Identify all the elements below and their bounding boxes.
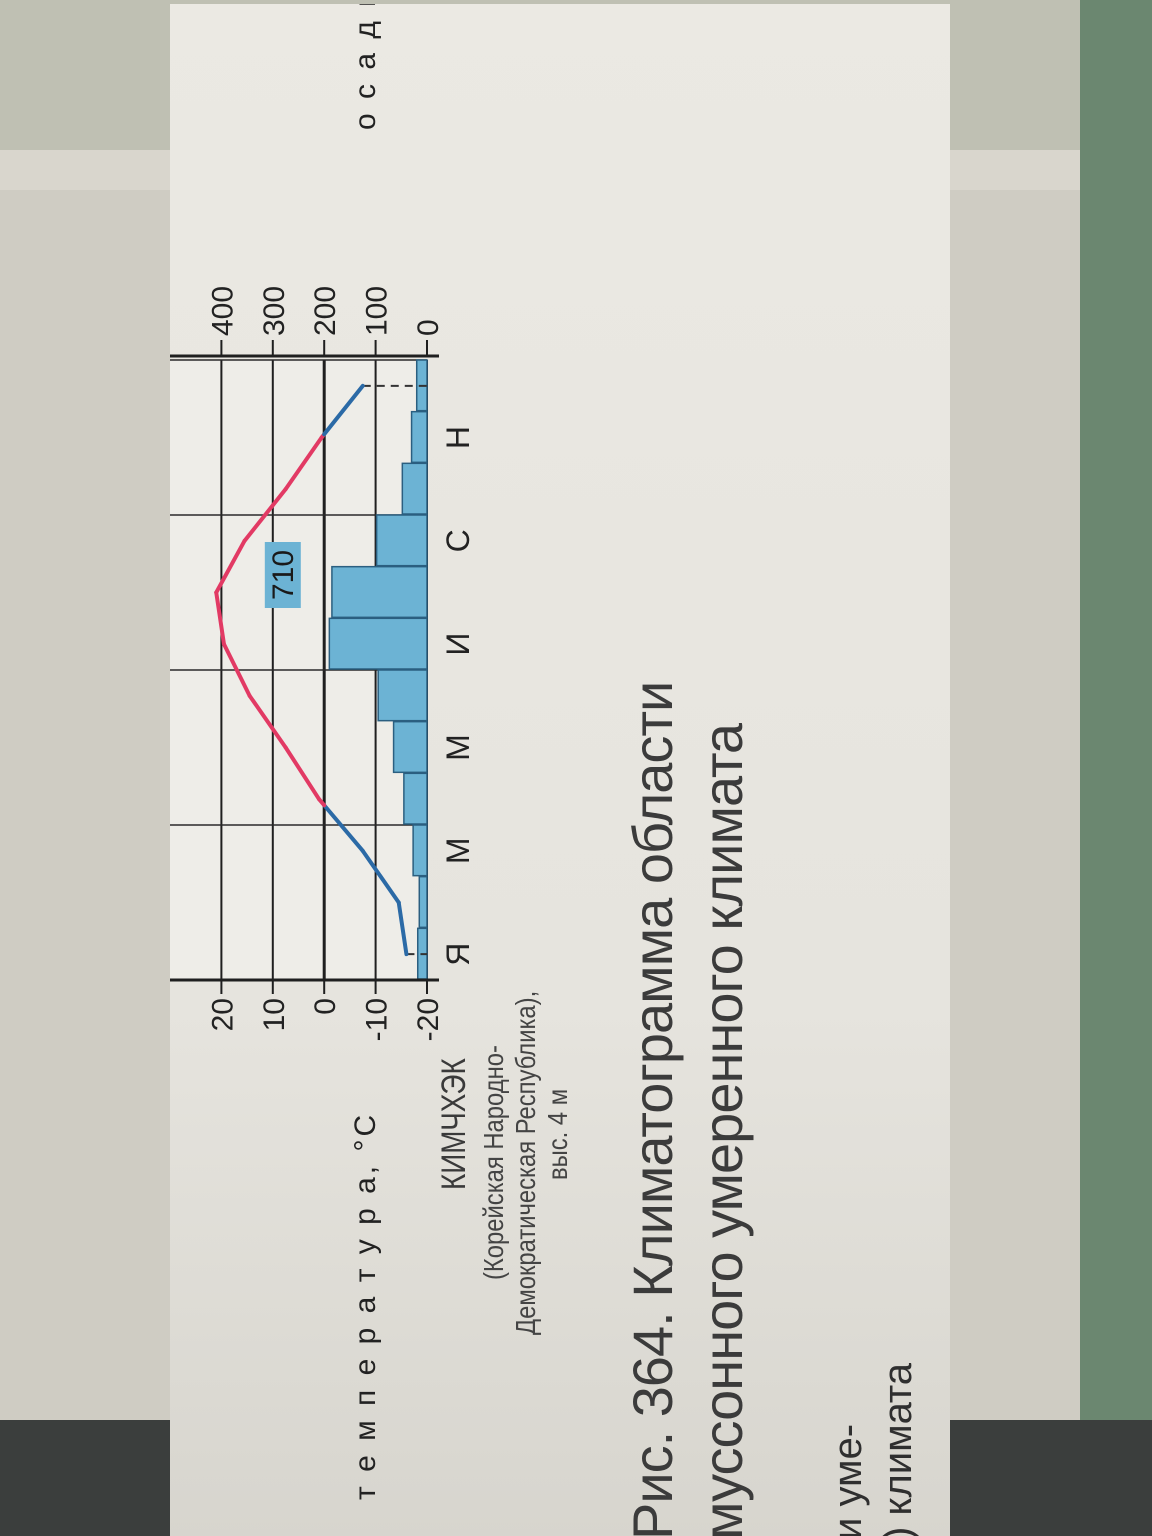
temperature-tick-label: 10 (258, 998, 291, 1031)
edge-text-line1: и уме- (826, 1423, 870, 1536)
precipitation-axis-label: о с а д к и, мм (349, 4, 382, 130)
precipitation-total-label: 710 (267, 550, 300, 600)
month-label: М (440, 734, 476, 761)
temperature-axis-label: т е м п е р а т у р а, °С (349, 1112, 382, 1500)
temperature-line-segment (396, 900, 409, 957)
month-label: С (440, 529, 476, 552)
climatogram-chart: 710 -20 -10 0 10 20 т е м п е р а т у р а, °С 0… (170, 4, 476, 1500)
precipitation-bar (375, 514, 428, 567)
month-label: Н (440, 426, 476, 449)
precipitation-bar (392, 720, 428, 774)
temperature-line-segment (214, 590, 226, 647)
precipitation-bar (328, 617, 428, 670)
temperature-tick-label: 20 (206, 998, 239, 1031)
temperature-line-segment (221, 642, 252, 698)
precipitation-bar (412, 824, 428, 877)
station-name: КИМЧХЭК (435, 1058, 473, 1190)
station-country-line2: Демократическая Республика), (510, 990, 541, 1335)
temperature-line-segment (242, 487, 288, 543)
temperature-tick-label: -20 (412, 998, 445, 1041)
figure-caption-line1: Рис. 364. Климатограмма области (621, 681, 684, 1536)
temperature-line-segment (360, 848, 401, 905)
textbook-page: 710 -20 -10 0 10 20 т е м п е р а т у р а, °С 0… (170, 4, 950, 1536)
temperature-tick-label: -10 (361, 998, 394, 1041)
precipitation-bar (418, 875, 428, 929)
station-country-line1: (Корейская Народно- (478, 1045, 509, 1280)
figure-caption-line2: муссонного умеренного климата (691, 723, 754, 1536)
temperature-line-segment (322, 383, 365, 437)
temperature-line-segment (214, 538, 247, 595)
temperature-line-segment (247, 693, 288, 750)
precipitation-bar (410, 410, 428, 464)
temperature-line-segment (283, 435, 324, 492)
precipitation-tick-label: 0 (412, 319, 445, 336)
precipitation-tick-label: 100 (361, 286, 394, 336)
precipitation-tick-label: 400 (206, 286, 239, 336)
month-label: И (440, 633, 476, 656)
precipitation-total-badge (264, 542, 301, 608)
temperature-tick-label: 0 (309, 998, 342, 1015)
temperature-line-segment (322, 803, 365, 853)
month-label: Я (440, 943, 476, 966)
edge-text-line2: ) климата (876, 1362, 920, 1536)
precipitation-bar (331, 565, 428, 619)
month-label: М (440, 838, 476, 865)
station-altitude: выс. 4 м (542, 1088, 573, 1180)
precipitation-bar (377, 669, 428, 722)
precipitation-tick-label: 200 (309, 286, 342, 336)
precipitation-bar (403, 772, 428, 825)
precipitation-bar (401, 462, 428, 515)
temperature-line-segment (283, 745, 322, 802)
precipitation-tick-label: 300 (258, 286, 291, 336)
